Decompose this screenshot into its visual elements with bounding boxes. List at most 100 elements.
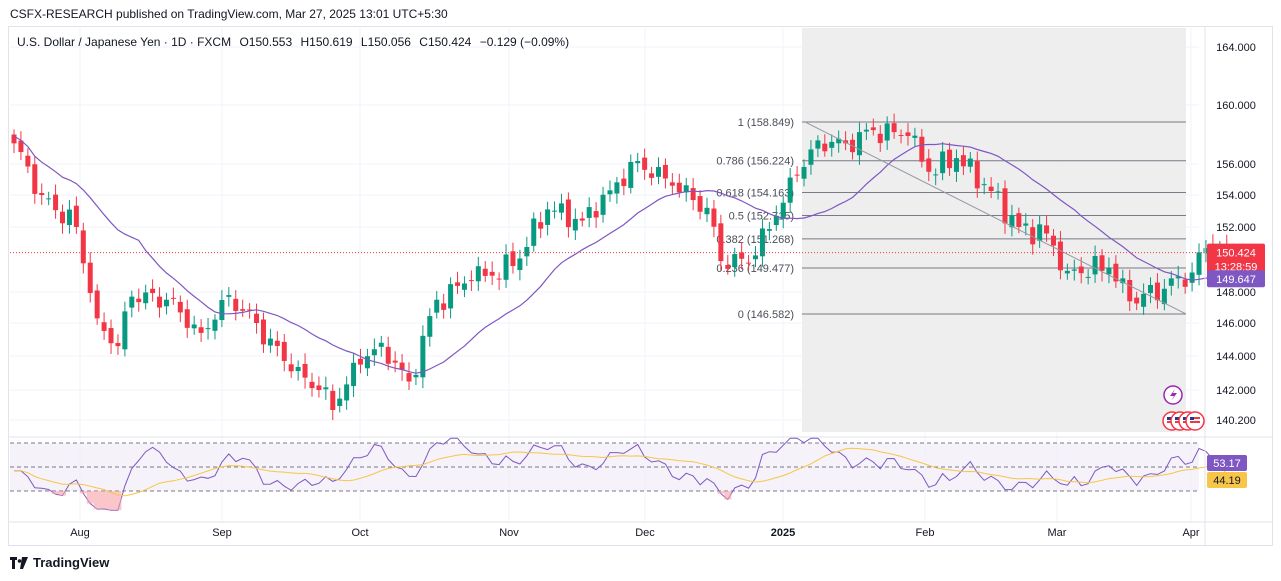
candle-body [87, 262, 93, 293]
price-tick-label: 144.000 [1216, 351, 1256, 363]
candle-body [1134, 297, 1140, 304]
candle-body [219, 300, 225, 321]
fib-level-label: 1 (158.849) [738, 117, 794, 129]
candle-body [25, 155, 31, 167]
candle-body [358, 358, 363, 365]
candle-body [600, 194, 606, 215]
price-tick-label: 160.000 [1216, 100, 1256, 112]
candle-body [503, 254, 509, 280]
candle-body [163, 299, 169, 307]
candle-body [822, 143, 828, 152]
candle-body [642, 157, 648, 170]
candle-body [115, 342, 121, 347]
event-icons [1162, 385, 1205, 431]
candle-body [385, 346, 391, 364]
candle-body [1154, 282, 1160, 301]
legend-high: H150.619 [300, 35, 353, 49]
candle-body [448, 284, 454, 309]
candle-body [856, 132, 862, 156]
candle-body [926, 158, 932, 172]
candle-body [572, 218, 578, 231]
price-tick-label: 142.000 [1216, 385, 1256, 397]
candle-body [11, 134, 17, 144]
candle-body [753, 255, 759, 260]
candle-body [66, 209, 72, 226]
tradingview-brand[interactable]: TradingView [10, 555, 109, 570]
candle-body [759, 228, 765, 257]
candle-body [1148, 284, 1154, 294]
flag-stripe [1190, 417, 1200, 419]
candle-body [302, 363, 308, 378]
candle-body [614, 182, 620, 194]
lightning-glyph [1170, 389, 1177, 401]
candle-body [843, 140, 849, 144]
publisher-header: CSFX-RESEARCH published on TradingView.c… [10, 7, 448, 21]
candle-body [739, 252, 745, 259]
price-tick-label: 152.000 [1216, 222, 1256, 234]
candle-body [364, 356, 370, 369]
candle-body [295, 366, 301, 372]
fib-trend-line [804, 121, 1187, 315]
candle-body [371, 349, 377, 356]
candle-body [1064, 270, 1070, 274]
candle-body [635, 161, 641, 164]
candle-body [711, 208, 717, 227]
candle-body [330, 390, 336, 410]
candle-body [378, 342, 384, 347]
time-tick-label: Mar [1048, 527, 1067, 539]
candle-body [482, 268, 488, 276]
candle-body [1092, 256, 1098, 275]
candle-body [1078, 266, 1084, 274]
candle-body [690, 188, 696, 201]
legend-open: O150.553 [239, 35, 293, 49]
candle-body [392, 360, 398, 363]
last-price-label: 150.424 [1216, 248, 1256, 260]
candle-body [815, 140, 821, 149]
candle-body [801, 166, 807, 179]
candle-body [947, 149, 953, 169]
candle-body [995, 191, 1001, 193]
candle-body [73, 205, 79, 227]
candle-body [1002, 188, 1008, 224]
fib-level-label: 0 (146.582) [738, 309, 794, 321]
legend-low: L150.056 [360, 35, 411, 49]
candle-body [274, 340, 280, 346]
fib-level-label: 0.786 (156.224) [716, 156, 794, 168]
rsi-ma-value-label: 44.19 [1213, 475, 1241, 487]
candle-body [441, 303, 447, 310]
candle-body [309, 381, 315, 389]
last-price-badge [1207, 243, 1265, 276]
ma-value-label: 149.647 [1216, 274, 1256, 286]
candle-body [538, 222, 544, 229]
candle-body [413, 374, 419, 378]
candle-body [1182, 279, 1188, 287]
candle-body [351, 362, 357, 387]
candle-body [565, 199, 571, 228]
candle-body [732, 254, 738, 268]
candle-body [226, 295, 232, 297]
candle-body [1106, 267, 1112, 275]
candle-body [254, 313, 260, 323]
tradingview-logo-icon [10, 556, 28, 569]
candle-body [967, 158, 973, 167]
price-tick-label: 154.000 [1216, 190, 1256, 202]
candle-body [496, 278, 502, 280]
flag-canton [1175, 417, 1179, 420]
candle-body [836, 138, 842, 144]
candle-body [766, 229, 772, 231]
candle-body [877, 133, 883, 144]
candle-body [683, 185, 689, 193]
candle-body [461, 283, 467, 290]
candle-body [517, 258, 523, 271]
rsi-oversold-fill [52, 491, 732, 511]
candle-body [1057, 241, 1063, 271]
candle-body [108, 328, 114, 344]
candle-body [233, 298, 239, 311]
price-tick-label: 164.000 [1216, 42, 1256, 54]
candle-body [1071, 269, 1077, 271]
candle-body [697, 196, 703, 212]
candle-body [46, 198, 52, 200]
legend-symbol: U.S. Dollar / Japanese Yen · 1D · FXCM [17, 35, 232, 49]
candle-body [475, 266, 481, 282]
